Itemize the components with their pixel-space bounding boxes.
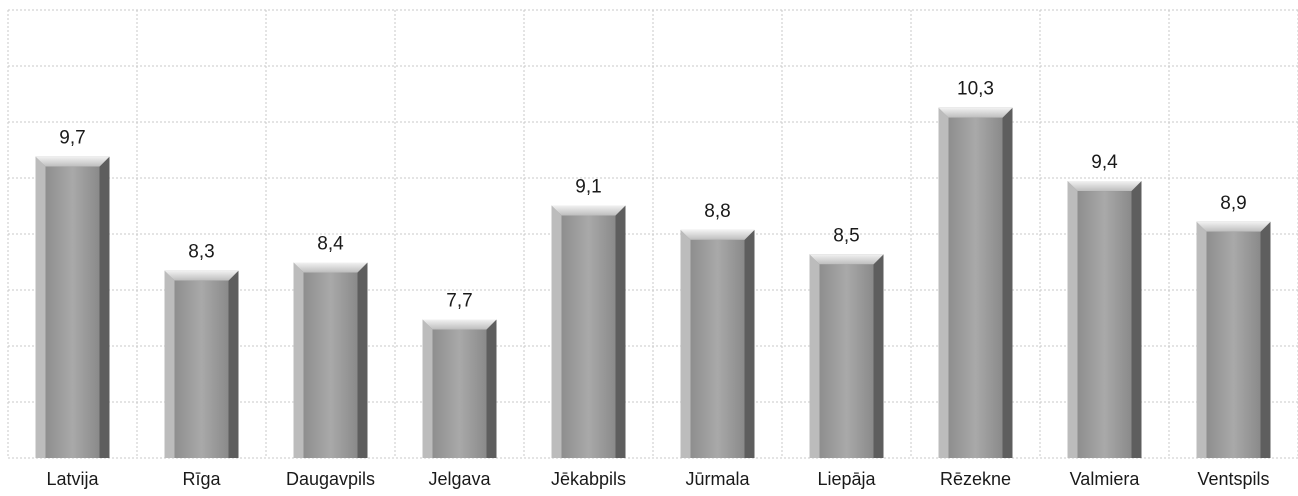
bar-bevel-top <box>164 270 239 281</box>
bars-layer <box>35 107 1271 459</box>
bar-bevel-right <box>1260 221 1271 458</box>
bar-bevel-top <box>293 262 368 273</box>
bar-face <box>690 239 745 458</box>
bar <box>680 229 755 458</box>
bar-bevel-left <box>551 205 562 458</box>
bar-face <box>561 215 616 458</box>
bar-bevel-left <box>938 107 949 458</box>
bar-bevel-top <box>1196 221 1271 232</box>
data-label: 10,3 <box>957 79 994 100</box>
gridlines <box>7 9 1298 459</box>
bar-bevel-left <box>680 229 691 458</box>
bar-bevel-top <box>1067 181 1142 192</box>
data-label: 8,8 <box>704 201 730 222</box>
bar-face <box>1206 231 1261 458</box>
bar-face <box>432 329 487 458</box>
bar-bevel-left <box>35 156 46 459</box>
bar-bevel-right <box>1131 181 1142 458</box>
bar-bevel-left <box>809 254 820 458</box>
data-label: 9,4 <box>1091 152 1118 173</box>
bar-bevel-right <box>486 319 497 458</box>
bar-bevel-left <box>422 319 433 458</box>
bar-bevel-left <box>1067 181 1078 458</box>
bar-face <box>819 264 874 458</box>
category-label: Jelgava <box>428 469 491 489</box>
bar-bevel-right <box>357 262 368 458</box>
bar <box>293 262 368 458</box>
bar-face <box>948 117 1003 458</box>
bar <box>35 156 110 459</box>
category-label: Rīga <box>182 469 221 489</box>
bar-face <box>303 272 358 458</box>
bar <box>422 319 497 458</box>
bar-bevel-right <box>1002 107 1013 458</box>
bar-bevel-right <box>228 270 239 458</box>
bar-bevel-right <box>744 229 755 458</box>
category-label: Jēkabpils <box>551 469 626 489</box>
bar-bevel-top <box>422 319 497 330</box>
category-labels-layer: Latvija Rīga Daugavpils Jelgava Jēkabpils Jūr… <box>46 469 1269 489</box>
data-label: 9,1 <box>575 176 601 197</box>
data-labels-layer: 9,7 8,3 8,4 7,7 9,1 8,8 8,5 10,3 9,4 8,9 <box>59 79 1246 312</box>
data-label: 7,7 <box>446 291 472 312</box>
bar-bevel-right <box>873 254 884 458</box>
bar-bevel-top <box>35 156 110 167</box>
bar <box>1067 181 1142 458</box>
bar-face <box>1077 191 1132 458</box>
bar-bevel-right <box>99 156 110 459</box>
bar-bevel-top <box>680 229 755 240</box>
category-label: Valmiera <box>1070 469 1141 489</box>
bar-bevel-top <box>551 205 626 216</box>
bar <box>551 205 626 458</box>
data-label: 8,9 <box>1220 193 1246 214</box>
bar-bevel-top <box>938 107 1013 118</box>
category-label: Liepāja <box>817 469 876 489</box>
bar-bevel-left <box>1196 221 1207 458</box>
bar <box>164 270 239 458</box>
bar-face <box>45 166 100 459</box>
data-label: 9,7 <box>59 128 85 149</box>
category-label: Jūrmala <box>685 469 750 489</box>
bar-bevel-left <box>164 270 175 458</box>
bar-bevel-right <box>615 205 626 458</box>
category-label: Daugavpils <box>286 469 375 489</box>
bar-bevel-left <box>293 262 304 458</box>
data-label: 8,5 <box>833 225 859 246</box>
category-label: Ventspils <box>1197 469 1269 489</box>
bar-bevel-top <box>809 254 884 265</box>
bar <box>809 254 884 458</box>
data-label: 8,4 <box>317 234 344 255</box>
bar-face <box>174 280 229 458</box>
bar <box>938 107 1013 458</box>
bar <box>1196 221 1271 458</box>
category-label: Latvija <box>46 469 99 489</box>
data-label: 8,3 <box>188 242 214 263</box>
category-label: Rēzekne <box>940 469 1011 489</box>
